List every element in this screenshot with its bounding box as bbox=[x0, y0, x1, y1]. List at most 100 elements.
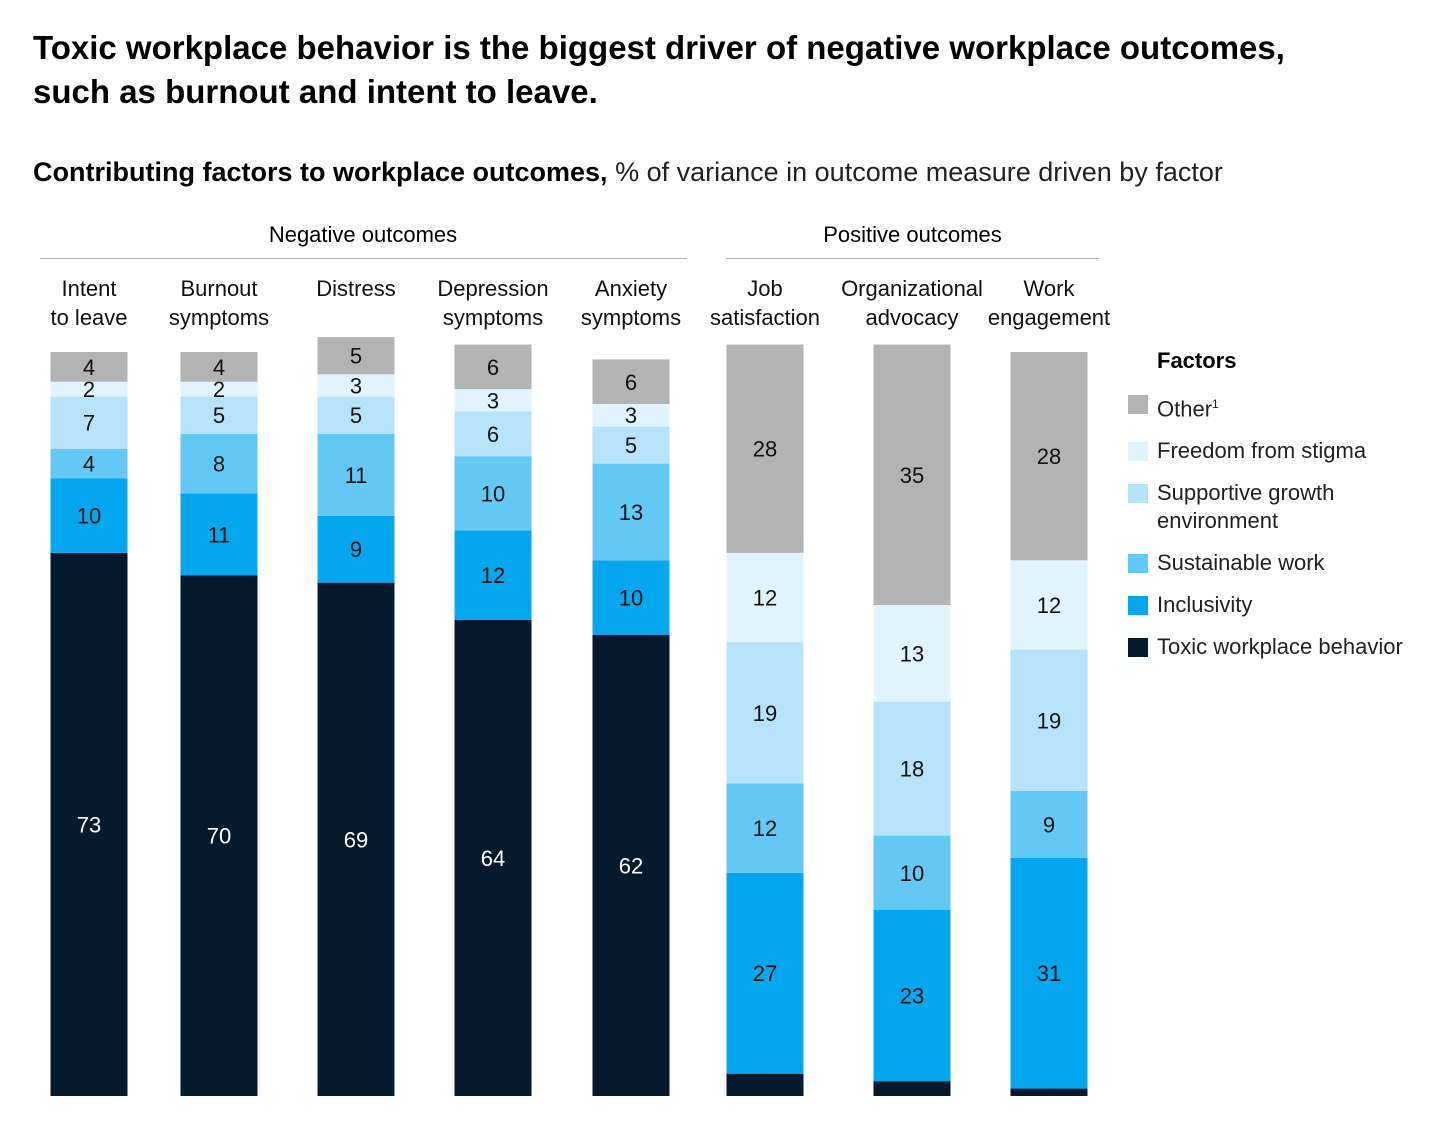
bar-segment bbox=[50, 396, 128, 449]
legend-item: Other1 bbox=[1128, 390, 1448, 423]
category-label: Organizational advocacy bbox=[841, 276, 983, 330]
data-label: 31 bbox=[1037, 961, 1061, 986]
data-label: 3 bbox=[487, 388, 499, 413]
legend-item: Supportive growth environment bbox=[1128, 479, 1448, 535]
stacked-bar-chart: 7310472470118524699115356412106366210135… bbox=[50, 337, 1088, 1096]
data-label: 5 bbox=[350, 344, 362, 369]
bar-segment bbox=[873, 604, 951, 702]
data-label: 5 bbox=[213, 403, 225, 428]
bar-segment bbox=[454, 530, 532, 620]
data-label: 2 bbox=[213, 377, 225, 402]
data-label: 69 bbox=[344, 827, 368, 852]
bar-segment bbox=[317, 337, 395, 375]
bar-segment bbox=[726, 552, 804, 643]
bar-segment bbox=[180, 493, 258, 576]
bar-segment bbox=[873, 344, 951, 605]
data-label: 10 bbox=[619, 586, 643, 611]
legend-item: Toxic workplace behavior bbox=[1128, 633, 1448, 661]
data-label: 10 bbox=[900, 861, 924, 886]
legend-swatch bbox=[1128, 596, 1148, 616]
data-label: 19 bbox=[753, 701, 777, 726]
data-label: 12 bbox=[753, 586, 777, 611]
data-label: 19 bbox=[1037, 708, 1061, 733]
data-label: 35 bbox=[900, 463, 924, 488]
data-label: 4 bbox=[213, 355, 225, 380]
category-label: Job satisfaction bbox=[709, 276, 821, 330]
data-label: 13 bbox=[619, 500, 643, 525]
bar-segment bbox=[1010, 560, 1088, 650]
bar-segment bbox=[592, 426, 670, 464]
category-label: Burnout symptoms bbox=[168, 276, 270, 330]
legend-items: Other1 Freedom from stigma Supportive grow… bbox=[1128, 390, 1448, 661]
data-label: 8 bbox=[213, 452, 225, 477]
bar-segment bbox=[454, 411, 532, 457]
bar-segment bbox=[1010, 649, 1088, 791]
legend-label: Freedom from stigma bbox=[1157, 438, 1367, 464]
legend-label: Toxic workplace behavior bbox=[1157, 634, 1403, 660]
data-label: 13 bbox=[900, 641, 924, 666]
legend-swatch bbox=[1128, 484, 1148, 504]
bar-segment bbox=[726, 872, 804, 1074]
bar-segment bbox=[592, 560, 670, 635]
data-label: 27 bbox=[753, 961, 777, 986]
group-label-negative: Negative outcomes bbox=[268, 222, 458, 247]
legend-label: Supportive growth environment bbox=[1157, 480, 1335, 534]
data-label: 3 bbox=[350, 373, 362, 398]
category-label: Depression symptoms bbox=[437, 276, 549, 330]
data-label: 12 bbox=[1037, 593, 1061, 618]
bar-segment bbox=[1010, 1088, 1088, 1096]
data-label: 23 bbox=[900, 984, 924, 1009]
bar-segment bbox=[50, 478, 128, 553]
bar-segment bbox=[873, 701, 951, 836]
bar-segment bbox=[726, 642, 804, 784]
data-label: 12 bbox=[753, 816, 777, 841]
legend-label: Inclusivity bbox=[1157, 592, 1253, 618]
data-label: 6 bbox=[487, 355, 499, 380]
data-label: 11 bbox=[208, 522, 231, 547]
legend-title: Factors bbox=[1157, 348, 1237, 373]
data-label: 12 bbox=[481, 563, 505, 588]
data-label: 62 bbox=[619, 853, 643, 878]
bar-segment bbox=[873, 1081, 951, 1096]
subtitle-rest: % of variance in outcome measure driven … bbox=[607, 157, 1223, 187]
bar-segment bbox=[454, 389, 532, 412]
bar-segment bbox=[592, 463, 670, 561]
bar-segment bbox=[873, 910, 951, 1082]
bar-segment bbox=[726, 783, 804, 873]
bar-segment bbox=[317, 433, 395, 516]
bar-segment bbox=[317, 374, 395, 397]
data-label: 64 bbox=[481, 846, 505, 871]
bar-segment bbox=[317, 396, 395, 434]
legend-swatch bbox=[1128, 395, 1148, 414]
data-label: 5 bbox=[625, 433, 637, 458]
data-label: 73 bbox=[77, 812, 101, 837]
bar-segment bbox=[592, 634, 670, 1096]
data-label: 10 bbox=[77, 504, 101, 529]
chart-subtitle: Contributing factors to workplace outcom… bbox=[33, 154, 1223, 190]
bar-segment bbox=[592, 404, 670, 427]
data-label: 6 bbox=[487, 422, 499, 447]
legend-item: Inclusivity bbox=[1128, 591, 1448, 619]
legend-label: Other bbox=[1157, 396, 1213, 422]
subtitle-bold: Contributing factors to workplace outcom… bbox=[33, 157, 608, 187]
category-label: Anxiety symptoms bbox=[580, 276, 682, 330]
chart-title: Toxic workplace behavior is the biggest … bbox=[33, 29, 1285, 110]
legend-swatch bbox=[1128, 554, 1148, 574]
data-label: 7 bbox=[83, 411, 95, 436]
data-label: 28 bbox=[1037, 444, 1061, 469]
bar-segment bbox=[592, 359, 670, 405]
bar-segment bbox=[873, 835, 951, 910]
bar-segment bbox=[454, 619, 532, 1096]
group-divider-positive bbox=[726, 258, 1099, 259]
bar-segment bbox=[454, 456, 532, 531]
bar-segment bbox=[726, 1073, 804, 1096]
bar-segment bbox=[1010, 790, 1088, 858]
data-label: 2 bbox=[83, 377, 95, 402]
legend-label: Sustainable work bbox=[1157, 550, 1325, 576]
legend-item: Sustainable work bbox=[1128, 549, 1448, 577]
group-divider-negative bbox=[40, 258, 687, 259]
data-label: 18 bbox=[900, 757, 924, 782]
bar-segment bbox=[180, 396, 258, 434]
category-label: Intent to leave bbox=[50, 276, 128, 330]
data-label: 9 bbox=[350, 537, 362, 562]
